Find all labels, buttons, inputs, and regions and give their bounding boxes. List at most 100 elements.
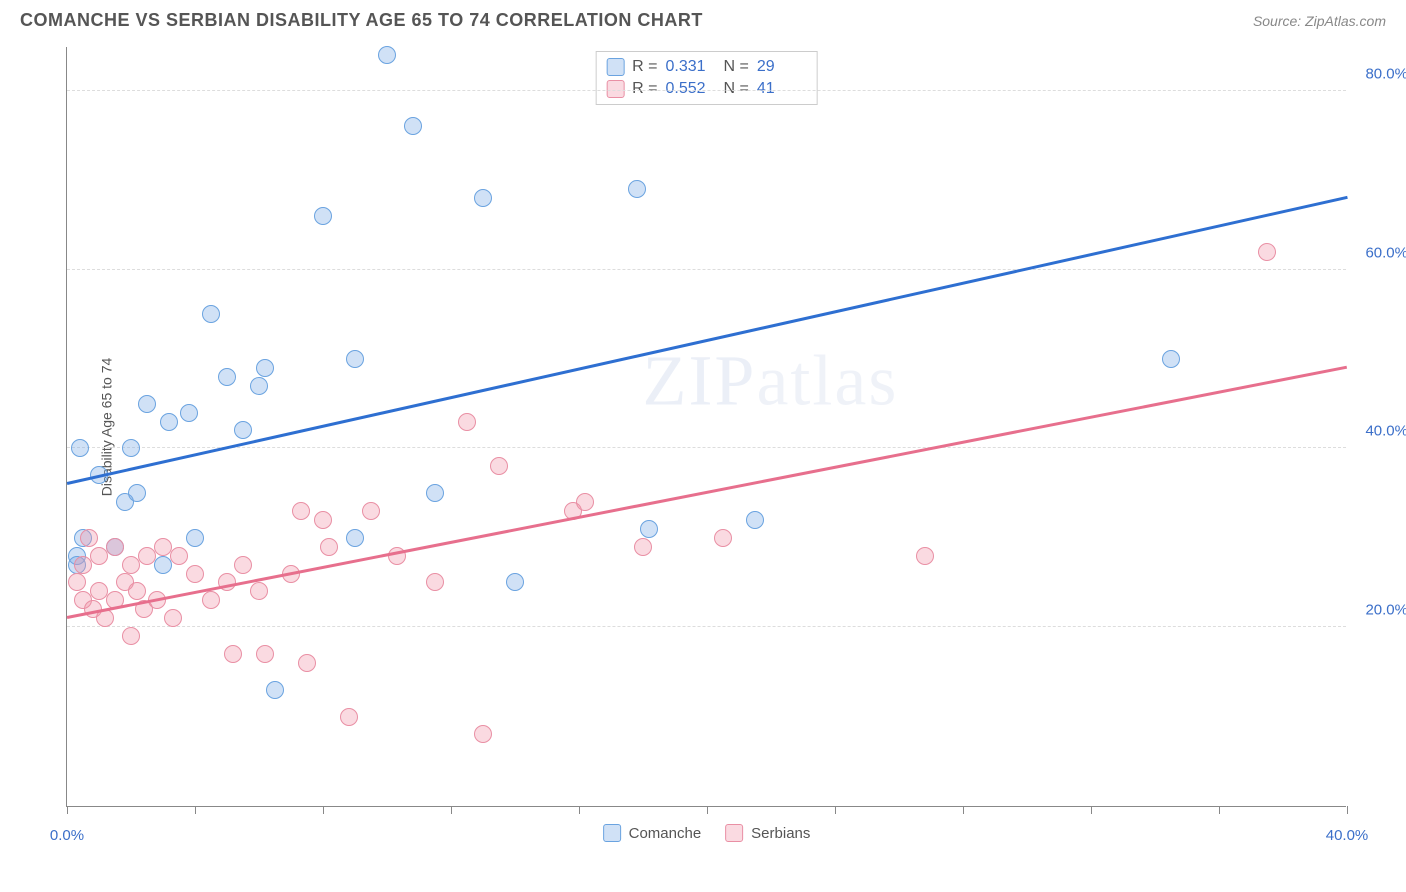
data-point: [628, 180, 646, 198]
data-point: [1258, 243, 1276, 261]
data-point: [346, 350, 364, 368]
data-point: [404, 117, 422, 135]
x-tick: [451, 806, 452, 814]
data-point: [320, 538, 338, 556]
data-point: [490, 457, 508, 475]
gridline: [67, 447, 1346, 448]
data-point: [314, 207, 332, 225]
data-point: [256, 359, 274, 377]
data-point: [746, 511, 764, 529]
data-point: [916, 547, 934, 565]
x-tick: [1219, 806, 1220, 814]
data-point: [202, 305, 220, 323]
trend-line: [67, 365, 1347, 618]
data-point: [256, 645, 274, 663]
data-point: [138, 547, 156, 565]
data-point: [122, 627, 140, 645]
y-tick-label: 40.0%: [1365, 423, 1406, 440]
data-point: [180, 404, 198, 422]
data-point: [714, 529, 732, 547]
x-tick: [323, 806, 324, 814]
data-point: [340, 708, 358, 726]
data-point: [74, 556, 92, 574]
data-point: [90, 547, 108, 565]
y-tick-label: 60.0%: [1365, 244, 1406, 261]
chart-header: COMANCHE VS SERBIAN DISABILITY AGE 65 TO…: [0, 0, 1406, 37]
data-point: [634, 538, 652, 556]
data-point: [186, 565, 204, 583]
data-point: [80, 529, 98, 547]
data-point: [576, 493, 594, 511]
legend-label: Comanche: [629, 825, 702, 842]
trend-line: [67, 196, 1348, 485]
x-tick-label: 40.0%: [1326, 827, 1369, 844]
x-tick: [579, 806, 580, 814]
r-label: R =: [632, 58, 657, 76]
data-point: [506, 573, 524, 591]
watermark-bold: ZIP: [642, 340, 756, 420]
data-point: [314, 511, 332, 529]
r-value: 0.331: [666, 58, 716, 76]
data-point: [154, 556, 172, 574]
legend-swatch: [725, 824, 743, 842]
data-point: [138, 395, 156, 413]
series-legend: Comanche Serbians: [603, 824, 811, 842]
gridline: [67, 90, 1346, 91]
data-point: [71, 439, 89, 457]
data-point: [186, 529, 204, 547]
data-point: [458, 413, 476, 431]
legend-label: Serbians: [751, 825, 810, 842]
source-label: Source:: [1253, 13, 1301, 29]
chart-title: COMANCHE VS SERBIAN DISABILITY AGE 65 TO…: [20, 10, 703, 31]
x-tick: [835, 806, 836, 814]
legend-row: R =0.331N =29: [606, 56, 807, 78]
data-point: [234, 421, 252, 439]
data-point: [474, 189, 492, 207]
data-point: [250, 582, 268, 600]
data-point: [122, 556, 140, 574]
data-point: [362, 502, 380, 520]
legend-swatch: [606, 58, 624, 76]
y-tick-label: 20.0%: [1365, 602, 1406, 619]
x-tick: [67, 806, 68, 814]
data-point: [218, 368, 236, 386]
correlation-legend: R =0.331N =29R =0.552N =41: [595, 51, 818, 105]
x-tick: [707, 806, 708, 814]
source-attribution: Source: ZipAtlas.com: [1253, 13, 1386, 29]
data-point: [640, 520, 658, 538]
data-point: [346, 529, 364, 547]
x-tick-label: 0.0%: [50, 827, 84, 844]
data-point: [426, 484, 444, 502]
y-tick-label: 80.0%: [1365, 65, 1406, 82]
data-point: [224, 645, 242, 663]
watermark: ZIPatlas: [642, 339, 898, 422]
gridline: [67, 269, 1346, 270]
x-tick: [195, 806, 196, 814]
data-point: [164, 609, 182, 627]
data-point: [292, 502, 310, 520]
scatter-plot: Disability Age 65 to 74 ZIPatlas R =0.33…: [66, 47, 1346, 807]
data-point: [202, 591, 220, 609]
data-point: [160, 413, 178, 431]
x-tick: [963, 806, 964, 814]
x-tick: [1091, 806, 1092, 814]
legend-item: Serbians: [725, 824, 810, 842]
n-value: 29: [757, 58, 807, 76]
watermark-thin: atlas: [756, 340, 898, 420]
data-point: [128, 484, 146, 502]
chart-container: Disability Age 65 to 74 ZIPatlas R =0.33…: [20, 37, 1386, 857]
source-name: ZipAtlas.com: [1305, 13, 1386, 29]
legend-item: Comanche: [603, 824, 702, 842]
legend-swatch: [603, 824, 621, 842]
data-point: [106, 538, 124, 556]
data-point: [128, 582, 146, 600]
data-point: [1162, 350, 1180, 368]
data-point: [266, 681, 284, 699]
data-point: [426, 573, 444, 591]
data-point: [170, 547, 188, 565]
x-tick: [1347, 806, 1348, 814]
data-point: [122, 439, 140, 457]
data-point: [250, 377, 268, 395]
data-point: [68, 573, 86, 591]
data-point: [234, 556, 252, 574]
